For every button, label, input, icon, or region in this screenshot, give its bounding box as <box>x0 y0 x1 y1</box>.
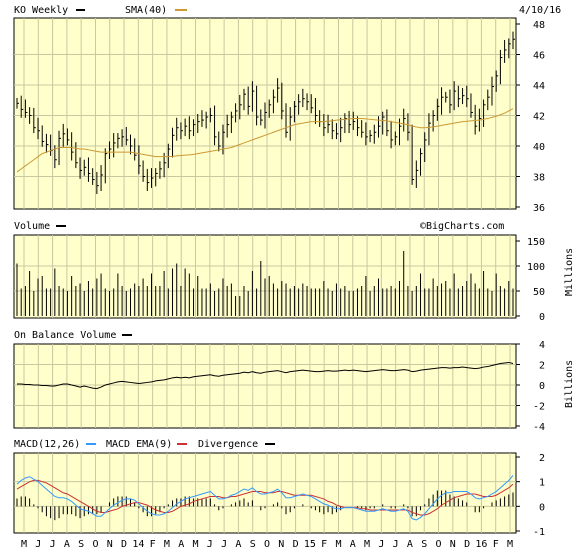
volume-panel: Volume ©BigCharts.com 0 50 100 150 Millions <box>13 221 575 323</box>
x-tick-label: D <box>121 539 127 550</box>
macd-panel: MACD(12,26) MACD EMA(9) Divergence -1 0 1 2 <box>13 439 545 538</box>
volume-unit: Millions <box>564 248 575 296</box>
x-tick-label: F <box>150 539 156 550</box>
x-tick-label: F <box>321 539 327 550</box>
x-tick-label: J <box>35 539 41 550</box>
x-tick-label: S <box>78 539 84 550</box>
y-tick-label: 150 <box>527 237 545 248</box>
y-tick-label: 1 <box>539 478 545 489</box>
x-tick-label: A <box>350 539 356 550</box>
x-tick-label: N <box>450 539 456 550</box>
x-tick-label: O <box>436 539 442 550</box>
obv-legend-swatch <box>122 334 132 336</box>
y-tick-label: 4 <box>539 340 545 351</box>
y-tick-label: 0 <box>539 312 545 323</box>
macd-ema-legend-swatch <box>177 443 187 445</box>
price-bars <box>16 31 515 195</box>
date-label: 4/10/16 <box>519 5 561 16</box>
y-tick-label: 42 <box>533 112 545 123</box>
volume-legend-swatch <box>56 225 66 227</box>
x-tick-label: F <box>493 539 499 550</box>
x-tick-label: O <box>264 539 270 550</box>
macd-line <box>16 475 514 521</box>
obv-line <box>17 361 514 390</box>
obv-grid <box>14 344 516 428</box>
x-tick-label: 16 <box>475 539 487 550</box>
divergence-label: Divergence <box>198 439 258 450</box>
price-grid <box>14 18 516 209</box>
y-tick-label: 2 <box>539 361 545 372</box>
macd-label: MACD(12,26) <box>14 439 80 450</box>
y-tick-label: 50 <box>533 287 545 298</box>
macd-ema-label: MACD EMA(9) <box>106 439 172 450</box>
y-tick-label: 0 <box>539 502 545 513</box>
x-tick-label: D <box>293 539 299 550</box>
y-tick-label: 46 <box>533 51 545 62</box>
x-tick-label: M <box>507 539 513 550</box>
volume-axis-ticks: 0 50 100 150 <box>516 237 545 323</box>
obv-panel-frame <box>13 343 517 429</box>
x-tick-label: 15 <box>304 539 316 550</box>
x-tick-label: 14 <box>132 539 144 550</box>
x-tick-label: J <box>50 539 56 550</box>
y-tick-label: -2 <box>533 402 545 413</box>
x-tick-label: N <box>278 539 284 550</box>
y-tick-label: 100 <box>527 262 545 273</box>
ticker-legend-swatch <box>76 9 85 11</box>
bottom-x-axis-labels: M J J A S O N D 14 F M A M J J A S O N D 15 F M A M J J A S O N D 16 F M <box>21 539 513 550</box>
obv-unit: Billions <box>564 360 575 408</box>
y-tick-label: -1 <box>533 527 545 538</box>
y-tick-label: 36 <box>533 203 545 214</box>
y-tick-label: 48 <box>533 20 545 31</box>
x-tick-label: J <box>221 539 227 550</box>
volume-label: Volume <box>14 221 50 232</box>
macd-axis-ticks: -1 0 1 2 <box>516 453 545 538</box>
volume-bars <box>16 251 514 316</box>
x-tick-label: J <box>393 539 399 550</box>
y-tick-label: 44 <box>533 81 545 92</box>
x-tick-label: M <box>21 539 27 550</box>
divergence-bars <box>16 490 514 521</box>
x-tick-label: A <box>407 539 413 550</box>
macd-grid <box>14 453 516 533</box>
sma-label: SMA(40) <box>125 5 167 16</box>
watermark: ©BigCharts.com <box>420 221 504 232</box>
x-tick-label: A <box>235 539 241 550</box>
x-tick-label: A <box>178 539 184 550</box>
y-tick-label: 0 <box>539 381 545 392</box>
ticker-label: KO Weekly <box>14 5 68 16</box>
macd-legend-swatch <box>86 443 96 445</box>
price-panel: KO Weekly SMA(40) 4/10/16 36 38 40 42 44 46 48 <box>13 5 561 214</box>
y-tick-label: 38 <box>533 173 545 184</box>
divergence-legend-swatch <box>265 443 275 445</box>
obv-label: On Balance Volume <box>14 330 116 341</box>
x-tick-label: N <box>107 539 113 550</box>
x-tick-label: D <box>464 539 470 550</box>
x-tick-label: J <box>207 539 213 550</box>
x-tick-label: M <box>364 539 370 550</box>
x-tick-label: S <box>250 539 256 550</box>
y-tick-label: -4 <box>533 422 545 433</box>
obv-panel: On Balance Volume -4 -2 0 2 4 Billions <box>13 330 575 433</box>
x-tick-label: M <box>193 539 199 550</box>
sma-line <box>16 108 514 173</box>
y-tick-label: 40 <box>533 142 545 153</box>
x-tick-label: M <box>164 539 170 550</box>
macd-ema-line <box>16 479 514 516</box>
x-tick-label: A <box>64 539 70 550</box>
y-tick-label: 2 <box>539 453 545 464</box>
volume-grid <box>14 235 516 318</box>
sma-legend-swatch <box>175 9 187 11</box>
x-tick-label: S <box>421 539 427 550</box>
x-tick-label: M <box>335 539 341 550</box>
x-tick-label: J <box>378 539 384 550</box>
price-axis-ticks: 36 38 40 42 44 46 48 <box>516 20 545 214</box>
obv-axis-ticks: -4 -2 0 2 4 <box>516 340 545 433</box>
x-tick-label: O <box>92 539 98 550</box>
